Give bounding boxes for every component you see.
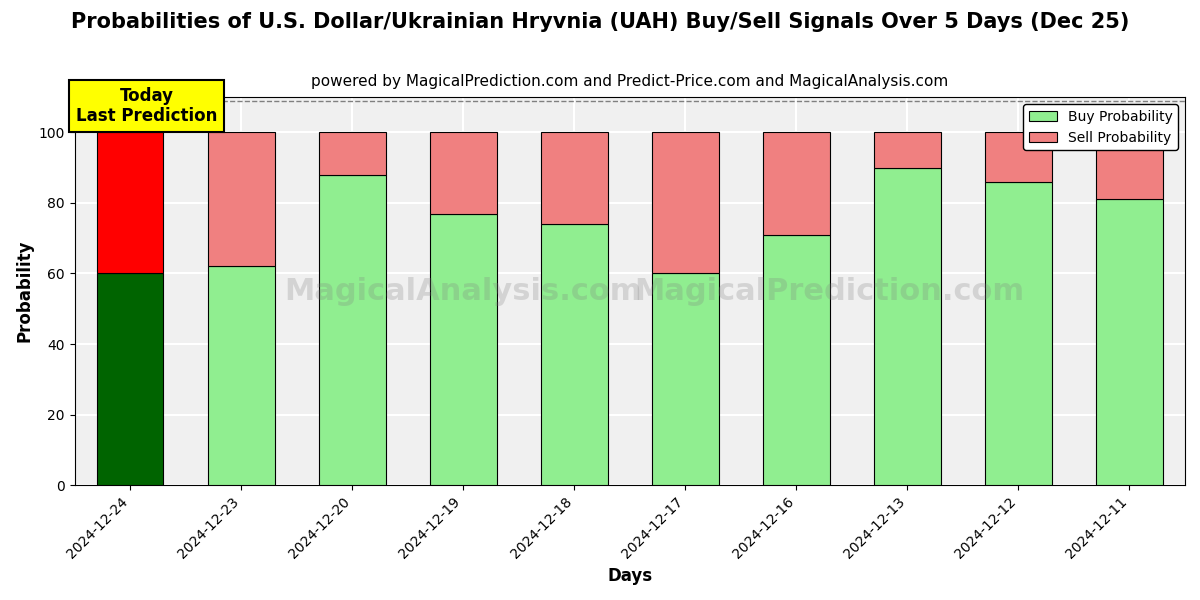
Bar	[1096, 133, 1163, 199]
Text: Probabilities of U.S. Dollar/Ukrainian Hryvnia (UAH) Buy/Sell Signals Over 5 Day: Probabilities of U.S. Dollar/Ukrainian H…	[71, 12, 1129, 32]
Bar	[874, 167, 941, 485]
Y-axis label: Probability: Probability	[16, 240, 34, 343]
Bar	[430, 214, 497, 485]
Bar	[874, 133, 941, 167]
Bar	[319, 133, 385, 175]
Text: MagicalPrediction.com: MagicalPrediction.com	[635, 277, 1025, 305]
X-axis label: Days: Days	[607, 567, 653, 585]
Bar	[97, 133, 163, 274]
Bar	[1096, 199, 1163, 485]
Bar	[763, 235, 829, 485]
Bar	[208, 133, 275, 266]
Bar	[652, 274, 719, 485]
Bar	[763, 133, 829, 235]
Bar	[208, 266, 275, 485]
Text: MagicalAnalysis.com: MagicalAnalysis.com	[284, 277, 642, 305]
Bar	[985, 182, 1051, 485]
Bar	[319, 175, 385, 485]
Title: powered by MagicalPrediction.com and Predict-Price.com and MagicalAnalysis.com: powered by MagicalPrediction.com and Pre…	[311, 74, 948, 89]
Bar	[541, 133, 607, 224]
Legend: Buy Probability, Sell Probability: Buy Probability, Sell Probability	[1024, 104, 1178, 150]
Text: Today
Last Prediction: Today Last Prediction	[76, 86, 217, 125]
Bar	[985, 133, 1051, 182]
Bar	[430, 133, 497, 214]
Bar	[97, 274, 163, 485]
Bar	[541, 224, 607, 485]
Bar	[652, 133, 719, 274]
